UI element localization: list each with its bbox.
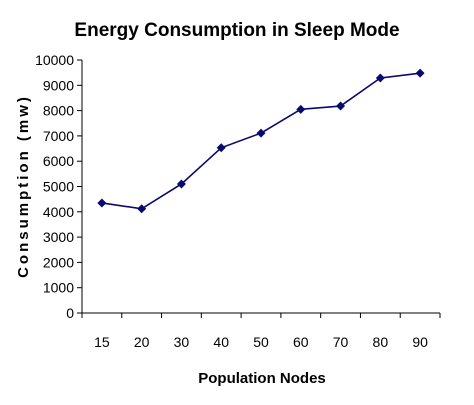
x-tick-label: 60 [293, 334, 309, 350]
chart-title: Energy Consumption in Sleep Mode [74, 20, 399, 41]
y-tick-label: 5000 [43, 179, 74, 195]
data-point [137, 204, 147, 214]
x-ticks: 15 20 30 40 50 60 70 80 90 [81, 313, 441, 350]
y-axis-label: Consumption (mw) [15, 94, 32, 278]
data-point [216, 143, 226, 153]
x-tick-label: 80 [373, 334, 389, 350]
x-tick-label: 70 [333, 334, 349, 350]
data-point [415, 68, 425, 78]
y-tick-label: 0 [66, 305, 74, 321]
x-tick-label: 90 [412, 334, 428, 350]
y-tick-label: 4000 [43, 204, 74, 220]
x-axis-label: Population Nodes [198, 370, 326, 387]
axes [81, 60, 440, 314]
x-tick-label: 50 [253, 334, 269, 350]
data-point [375, 73, 385, 83]
y-tick-label: 7000 [43, 128, 74, 144]
data-point [176, 179, 186, 189]
y-tick-label: 10000 [35, 52, 74, 68]
x-tick-label: 30 [174, 334, 190, 350]
series [97, 68, 425, 214]
x-tick-label: 20 [134, 334, 150, 350]
data-point [97, 198, 107, 208]
y-tick-label: 8000 [43, 103, 74, 119]
y-tick-label: 9000 [43, 77, 74, 93]
y-tick-label: 3000 [43, 229, 74, 245]
series-line [101, 72, 421, 210]
y-tick-label: 1000 [43, 280, 74, 296]
data-point [336, 101, 346, 111]
x-tick-label: 40 [213, 334, 229, 350]
y-tick-label: 6000 [43, 153, 74, 169]
data-point [256, 128, 266, 138]
x-tick-label: 15 [94, 334, 110, 350]
data-point [296, 104, 306, 114]
y-tick-label: 2000 [43, 254, 74, 270]
y-ticks: 0 1000 2000 3000 4000 5000 6000 7000 8000 9000 100… [35, 52, 82, 321]
